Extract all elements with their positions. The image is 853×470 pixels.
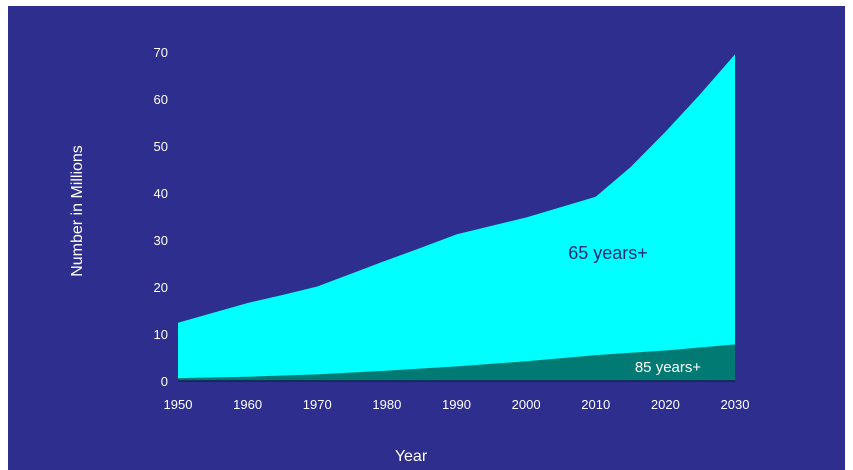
- areas-group: [178, 54, 735, 381]
- x-tick-label: 2000: [512, 397, 541, 412]
- y-tick-label: 20: [154, 280, 168, 295]
- y-tick-label: 60: [154, 92, 168, 107]
- x-tick-label: 1980: [372, 397, 401, 412]
- area-85-plus: [178, 344, 735, 381]
- y-axis-title: Number in Millions: [69, 145, 86, 277]
- x-tick-label: 1950: [164, 397, 193, 412]
- y-tick-label: 30: [154, 233, 168, 248]
- x-axis-title: Year: [395, 448, 428, 465]
- series-label-65-plus: 65 years+: [568, 243, 648, 263]
- y-tick-label: 50: [154, 139, 168, 154]
- x-tick-label: 2020: [651, 397, 680, 412]
- chart-panel: 0 10 20 30 40 50 60 70 1950 1960 1970 1980 1990 2000…: [8, 6, 845, 470]
- area-65-plus: [178, 54, 735, 381]
- x-tick-label: 2030: [721, 397, 750, 412]
- y-tick-label: 0: [161, 374, 168, 389]
- y-tick-label: 10: [154, 327, 168, 342]
- x-tick-label: 2010: [581, 397, 610, 412]
- y-tick-label: 70: [154, 45, 168, 60]
- x-axis: 1950 1960 1970 1980 1990 2000 2010 2020 2030: [164, 380, 750, 412]
- x-tick-label: 1990: [442, 397, 471, 412]
- x-tick-label: 1970: [303, 397, 332, 412]
- series-label-85-plus: 85 years+: [635, 359, 702, 376]
- y-axis: 0 10 20 30 40 50 60 70: [154, 45, 168, 389]
- y-tick-label: 40: [154, 186, 168, 201]
- x-tick-label: 1960: [233, 397, 262, 412]
